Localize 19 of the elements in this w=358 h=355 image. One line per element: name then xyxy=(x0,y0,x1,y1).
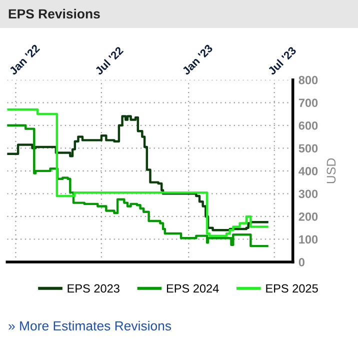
y-axis-title: USD xyxy=(326,158,336,184)
x-tick-label: Jul '22 xyxy=(94,46,124,76)
y-tick-label: 100 xyxy=(299,235,318,244)
chart-title: EPS Revisions xyxy=(8,8,100,19)
y-tick-label: 600 xyxy=(298,121,318,130)
y-tick-label: 800 xyxy=(298,76,318,84)
legend-label: EPS 2024 xyxy=(166,284,219,293)
y-tick-label: 0 xyxy=(298,258,304,266)
y-tick-label: 700 xyxy=(298,98,318,108)
x-tick-label: Jan '23 xyxy=(182,44,214,76)
y-tick-label: 500 xyxy=(298,144,318,153)
legend-label: EPS 2025 xyxy=(266,284,318,293)
x-tick-label: Jan '22 xyxy=(8,44,40,76)
legend-label: EPS 2023 xyxy=(68,284,120,293)
x-tick-label: Jul '23 xyxy=(267,46,297,76)
y-tick-label: 200 xyxy=(298,212,318,221)
y-tick-label: 400 xyxy=(298,166,318,176)
text: » More Estimates Revisions xyxy=(8,320,172,331)
y-tick-label: 300 xyxy=(298,190,318,198)
